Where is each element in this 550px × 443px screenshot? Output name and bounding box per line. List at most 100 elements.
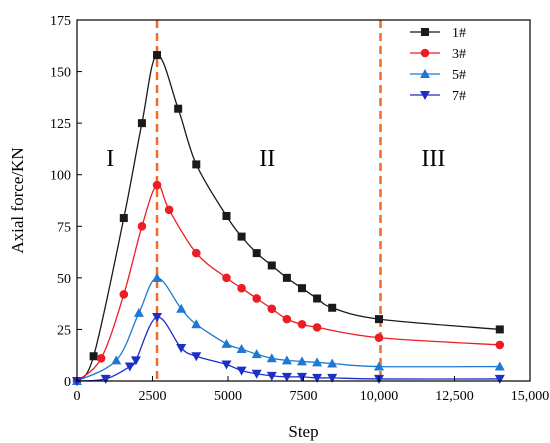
data-point [282,314,292,324]
data-point [96,354,106,363]
data-point [313,294,322,303]
data-point [236,344,247,354]
data-point [312,373,323,383]
data-point [237,283,246,293]
y-tick-label: 100 [50,169,71,184]
data-point [111,355,122,365]
data-point [124,362,135,372]
data-point [296,356,307,366]
data-point [495,325,504,334]
data-point [312,357,323,367]
data-point [191,352,202,362]
data-point [221,338,232,348]
series-line [76,54,500,382]
data-point [374,333,384,342]
series-layer [72,51,505,386]
data-point [152,313,163,323]
data-point [137,119,146,128]
stage-divider-lines [155,20,382,381]
data-point [282,273,291,282]
data-point [296,372,307,382]
series-1 [73,51,504,385]
legend-label: 5# [452,68,466,83]
data-point [153,51,162,60]
legend-label: 1# [452,26,466,41]
series-line [76,184,500,382]
data-point [375,315,383,324]
data-point [176,303,187,313]
series-2 [72,180,505,386]
data-point [297,284,306,293]
legend-item-2: 3# [410,47,466,62]
data-point [495,340,505,350]
data-point [494,374,505,384]
x-tick-label: 5000 [214,389,242,404]
legend-item-1: 1# [410,26,466,41]
data-point [119,214,128,223]
data-point [176,343,187,353]
y-tick-label: 75 [57,220,71,235]
x-tick-label: 12,500 [435,389,474,404]
data-point [266,353,277,363]
data-point [374,361,384,371]
data-point [328,303,337,312]
data-point [252,249,261,258]
data-point [133,307,144,317]
legend-item-4: 7# [410,89,466,104]
x-tick-label: 2500 [139,389,167,404]
y-tick-label: 25 [57,323,71,338]
legend-marker [420,69,430,78]
series-4 [72,313,505,386]
data-point [267,261,276,270]
legend-label: 7# [452,89,466,104]
data-point [327,358,338,368]
data-point [251,349,262,359]
y-axis-title: Axial force/KN [8,147,27,253]
data-point [191,319,202,329]
data-point [222,273,231,283]
legend-label: 3# [452,47,466,62]
legend-marker [420,91,430,100]
y-tick-label: 150 [50,66,71,81]
data-point [137,221,147,231]
data-point [192,160,201,169]
axes: 0 2500 5000 7500 10,000 12,500 15,000 0 25 50 75 10… [50,14,549,404]
data-point [281,372,292,382]
data-point [281,355,292,365]
data-point [130,356,141,366]
series-line [76,316,500,382]
legend: 1# 3# 5# 7# [410,26,466,104]
stage-label-2: II [259,146,275,172]
y-tick-label: 175 [50,14,71,29]
data-point [252,294,261,303]
series-line [76,277,500,382]
legend-marker [421,28,429,36]
x-tick-label: 7500 [290,389,318,404]
series-3 [72,272,505,385]
data-point [89,352,98,361]
y-tick-label: 0 [64,375,71,390]
data-point [266,371,277,381]
data-point [494,361,505,371]
data-point [312,323,322,332]
data-point [100,374,111,384]
stage-label-3: III [421,146,445,172]
data-point [174,104,183,113]
data-point [251,369,262,379]
x-tick-label: 15,000 [511,389,550,404]
data-point [152,272,163,282]
data-point [237,232,246,241]
x-tick-label: 0 [74,389,81,404]
x-axis-title: Step [288,422,318,441]
data-point [267,304,277,314]
data-point [327,373,338,383]
data-point [164,205,174,215]
region-labels: I II III [106,146,445,172]
data-point [236,366,247,376]
legend-marker [420,48,430,58]
data-point [191,248,201,258]
legend-item-3: 5# [410,68,466,83]
data-point [152,180,162,190]
data-point [222,211,231,220]
